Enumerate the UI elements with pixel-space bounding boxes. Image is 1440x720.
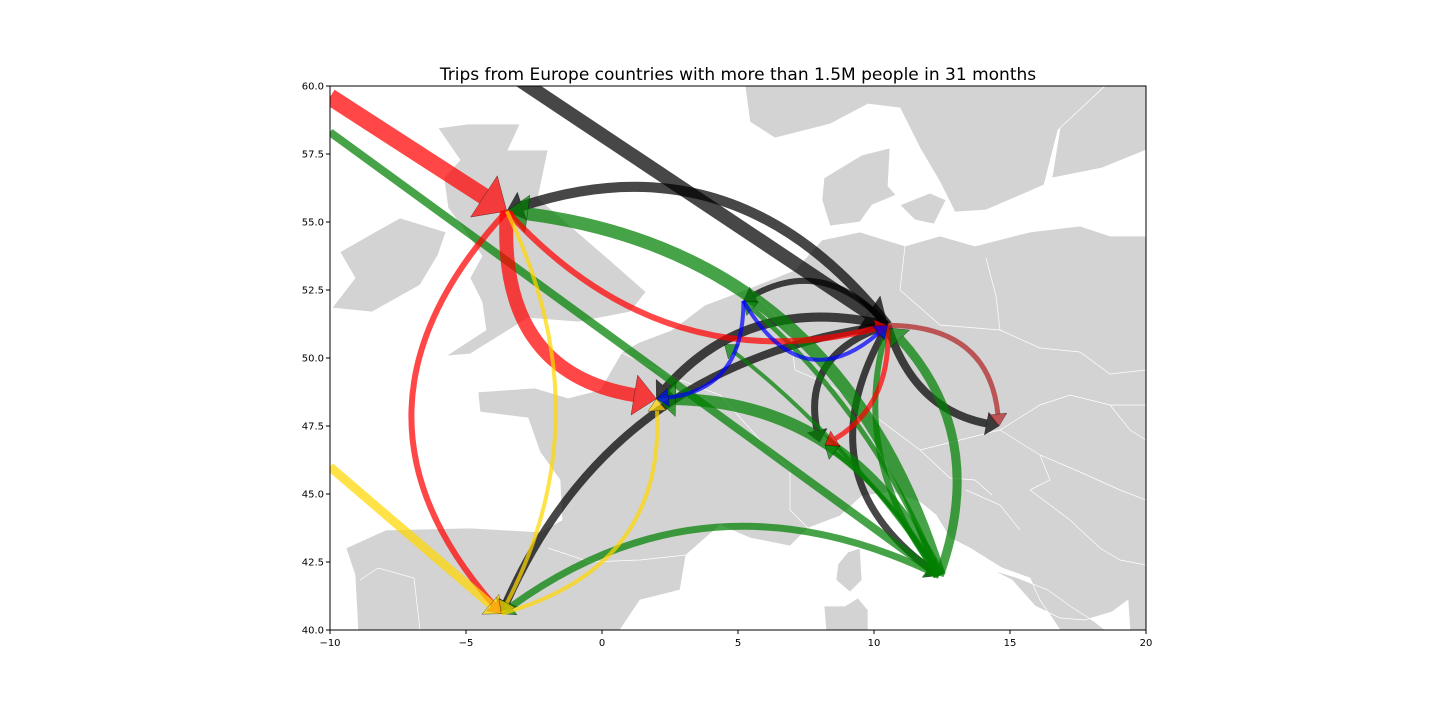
flow-curve (833, 450, 942, 577)
flow-arrowhead (647, 398, 667, 412)
flow-arrowhead (656, 388, 670, 407)
flow-curve (887, 322, 1001, 415)
flow-curve (520, 181, 892, 329)
x-tick-label: −10 (319, 638, 340, 649)
flow-curve (504, 210, 558, 604)
flow-curve (896, 335, 962, 578)
flow-curve (504, 209, 877, 345)
flow-curve (741, 299, 880, 362)
flow-arrow-blue (741, 299, 888, 362)
flow-curve (833, 325, 891, 441)
flow-curve (330, 89, 489, 204)
x-tick-label: 10 (868, 638, 881, 649)
scandinavia-landmass (744, 86, 1106, 213)
flow-arrowhead (988, 412, 1008, 427)
x-tick-label: −5 (459, 638, 474, 649)
finland-landmass (1051, 86, 1146, 179)
x-tick-label: 15 (1004, 638, 1017, 649)
flow-curve (408, 209, 510, 607)
flow-arrow-gold (500, 398, 667, 616)
ireland-landmass (331, 217, 447, 313)
trip-flows (330, 86, 1008, 616)
y-tick-label: 40.0 (302, 626, 324, 637)
y-tick-label: 47.5 (302, 422, 324, 433)
flow-arrow-red (499, 210, 657, 416)
x-tick-label: 0 (599, 638, 605, 649)
sardinia-island (823, 597, 869, 630)
x-tick-label: 5 (735, 638, 741, 649)
flow-curve (500, 410, 660, 616)
corsica-island (835, 547, 863, 593)
flow-arrow-brown (887, 322, 1008, 427)
y-tick-label: 42.5 (302, 558, 324, 569)
y-tick-label: 60.0 (302, 82, 324, 93)
flow-curve (872, 336, 942, 578)
y-axis: 40.0 42.5 45.0 47.5 50.0 52.5 55.0 57.5 60.0 (302, 82, 330, 637)
y-tick-label: 50.0 (302, 354, 324, 365)
y-tick-label: 45.0 (302, 490, 324, 501)
flow-arrow-red (824, 325, 891, 447)
x-tick-label: 20 (1140, 638, 1153, 649)
flow-curve (668, 300, 746, 400)
flow-arrow-blue (656, 300, 746, 407)
denmark-landmass (821, 147, 897, 227)
flow-arrow-green (824, 444, 942, 577)
x-axis: −10 −5 0 5 10 15 20 (319, 630, 1152, 649)
great-britain-landmass (437, 123, 647, 357)
y-tick-label: 57.5 (302, 150, 324, 161)
flow-curve (499, 210, 636, 403)
y-tick-label: 55.0 (302, 218, 324, 229)
flow-arrowhead (630, 374, 657, 416)
flow-arrow-red (330, 89, 508, 218)
y-tick-label: 52.5 (302, 286, 324, 297)
flow-curve (752, 277, 890, 328)
flow-arrow-green (890, 327, 962, 578)
flow-arrowhead (872, 325, 888, 341)
flow-curve (330, 128, 932, 572)
flow-curve (662, 312, 889, 391)
zealand-island (899, 192, 947, 225)
flow-curve (330, 463, 494, 608)
flow-arrowhead (470, 175, 508, 218)
flow-curve (526, 207, 946, 578)
chart-title: Trips from Europe countries with more th… (439, 65, 1036, 85)
flow-curve (750, 306, 942, 577)
flow-curve (509, 522, 941, 610)
flow-arrowhead (824, 430, 841, 447)
